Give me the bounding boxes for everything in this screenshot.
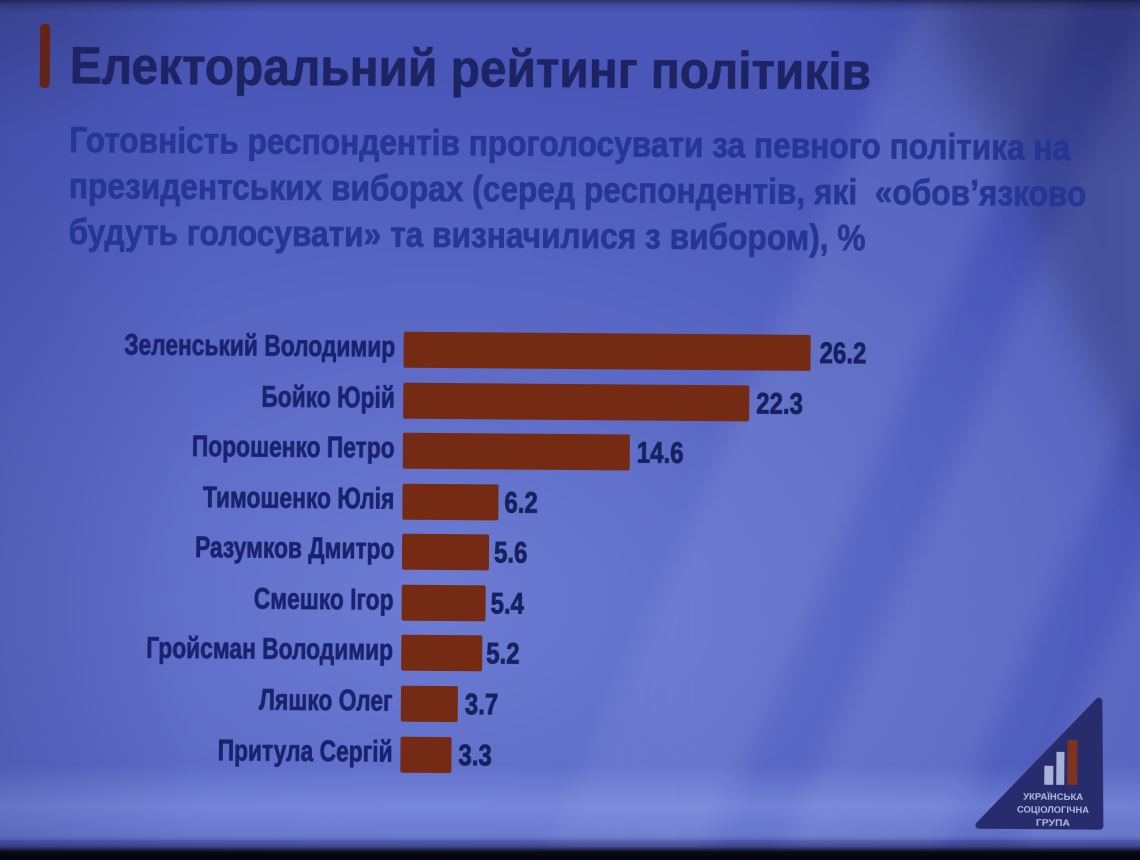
svg-text:УКРАЇНСЬКА: УКРАЇНСЬКА <box>1023 792 1083 803</box>
svg-text:ГРУПА: ГРУПА <box>1036 818 1070 829</box>
svg-text:СОЦІОЛОГІЧНА: СОЦІОЛОГІЧНА <box>1017 805 1089 817</box>
